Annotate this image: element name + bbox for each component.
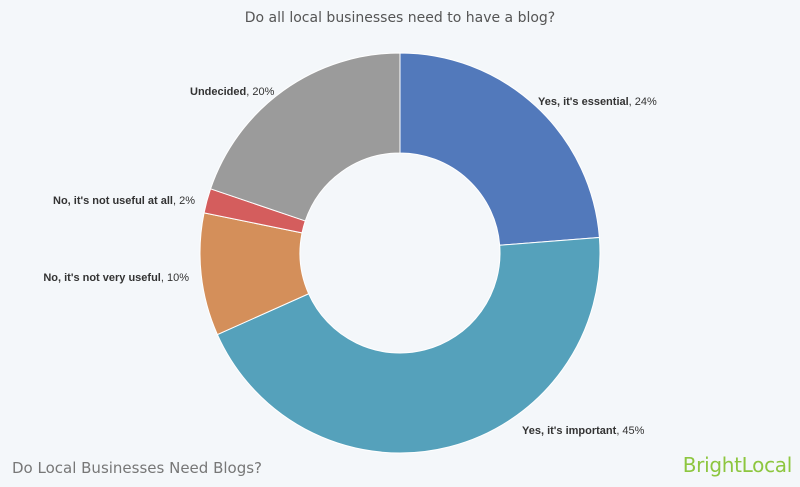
donut-slice-4: [209, 52, 401, 222]
slice-label-category-2: No, it's not very useful: [43, 272, 161, 284]
slice-label-1: Yes, it's important, 45%: [522, 425, 645, 437]
slice-label-category-4: Undecided: [190, 86, 246, 98]
slice-label-2: No, it's not very useful, 10%: [43, 272, 189, 284]
slice-label-value-2: , 10%: [161, 272, 189, 284]
slice-labels: Yes, it's essential, 24% Yes, it's import…: [43, 86, 657, 437]
donut-slices: [199, 52, 601, 454]
brightlocal-logo: BrightLocal: [682, 453, 793, 477]
slice-label-value-1: , 45%: [616, 425, 644, 437]
slice-label-value-4: , 20%: [246, 86, 274, 98]
donut-slice-1: [216, 236, 601, 454]
slice-label-value-3: , 2%: [173, 195, 195, 207]
slice-label-value-0: , 24%: [629, 96, 657, 108]
slice-label-0: Yes, it's essential, 24%: [538, 96, 657, 108]
slice-label-4: Undecided, 20%: [190, 86, 275, 98]
slice-label-category-1: Yes, it's important: [522, 425, 617, 437]
slice-label-category-0: Yes, it's essential: [538, 96, 629, 108]
slice-label-3: No, it's not useful at all, 2%: [53, 195, 195, 207]
footer-title: Do Local Businesses Need Blogs?: [12, 459, 262, 477]
donut-slice-0: [399, 52, 600, 246]
chart-title: Do all local businesses need to have a b…: [244, 10, 556, 26]
slice-label-category-3: No, it's not useful at all: [53, 195, 173, 207]
